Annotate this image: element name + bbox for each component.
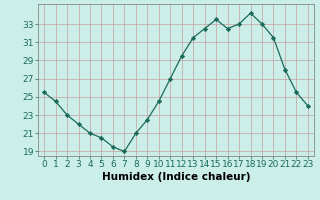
X-axis label: Humidex (Indice chaleur): Humidex (Indice chaleur) xyxy=(102,172,250,182)
